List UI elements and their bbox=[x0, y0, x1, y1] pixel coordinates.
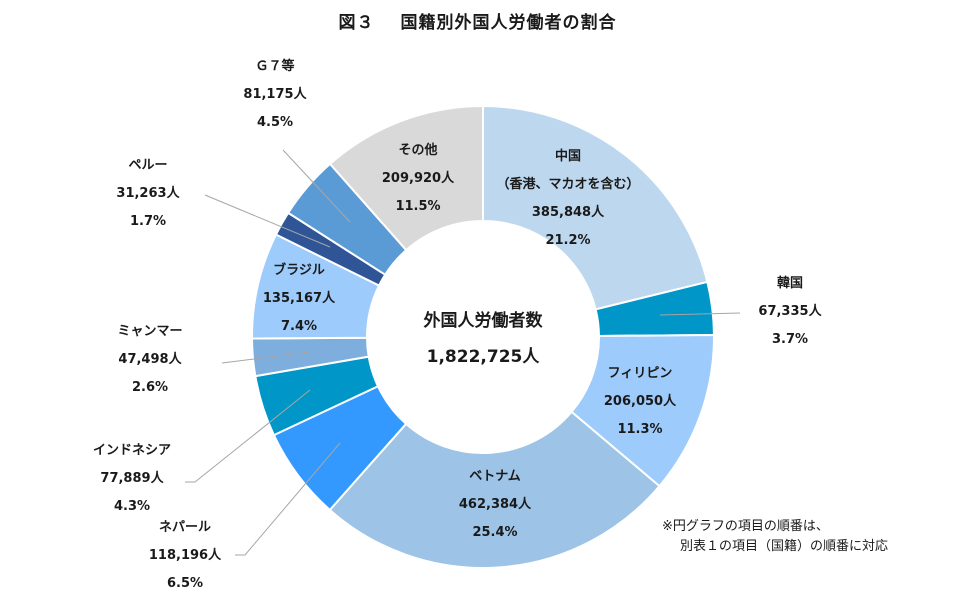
slice-label-name: ペルー bbox=[128, 158, 167, 173]
center-total-value: 1,822,725人 bbox=[427, 347, 541, 367]
slice-label-name: ネパール bbox=[159, 520, 211, 535]
slice-label-value: 209,920人 bbox=[382, 170, 455, 186]
slice-label-sub: （香港、マカオを含む） bbox=[496, 176, 639, 192]
figure-title-text: 国籍別外国人労働者の割合 bbox=[400, 13, 617, 33]
slice-label-name: ベトナム bbox=[469, 469, 521, 484]
slice-label-name: インドネシア bbox=[93, 443, 171, 458]
slice-label-value: 118,196人 bbox=[149, 547, 222, 563]
slice-label-percent: 4.5% bbox=[257, 115, 293, 130]
slice-label-value: 31,263人 bbox=[116, 185, 180, 201]
leader-line-インドネシア bbox=[185, 389, 311, 483]
slice-label-name: Ｇ７等 bbox=[255, 58, 294, 74]
slice-label-name: ブラジル bbox=[273, 262, 325, 278]
slice-label-percent: 1.7% bbox=[130, 214, 166, 229]
slice-label-value: 385,848人 bbox=[532, 204, 605, 220]
slice-label-name: 中国 bbox=[555, 148, 581, 164]
slice-label-percent: 7.4% bbox=[281, 319, 317, 334]
slice-label-percent: 3.7% bbox=[772, 332, 808, 347]
slice-label-percent: 21.2% bbox=[545, 233, 590, 248]
slice-label-value: 77,889人 bbox=[100, 470, 164, 486]
chart-title: 図３ 国籍別外国人労働者の割合 bbox=[0, 8, 955, 33]
slice-label-value: 462,384人 bbox=[459, 496, 532, 512]
slice-label-value: 135,167人 bbox=[263, 290, 336, 306]
slice-label-name: 韓国 bbox=[777, 275, 803, 291]
slice-label-percent: 11.3% bbox=[617, 422, 662, 437]
leader-lines-group bbox=[185, 149, 741, 556]
slice-label-name: その他 bbox=[398, 142, 437, 158]
footnote-line-2: 別表１の項目（国籍）の順番に対応 bbox=[680, 539, 889, 554]
leader-line-韓国 bbox=[659, 312, 741, 316]
slice-label-value: 67,335人 bbox=[758, 303, 822, 319]
figure-number: 図３ bbox=[338, 13, 375, 33]
slice-ベトナム bbox=[328, 410, 661, 569]
slice-label-value: 47,498人 bbox=[118, 351, 182, 367]
leader-line-ミャンマー bbox=[221, 351, 311, 364]
slice-label-percent: 11.5% bbox=[395, 199, 440, 214]
slice-その他 bbox=[328, 104, 484, 252]
slice-label-percent: 4.3% bbox=[114, 499, 150, 514]
leader-line-ペルー bbox=[204, 194, 331, 248]
slice-label-percent: 2.6% bbox=[132, 380, 168, 395]
slice-label-value: 81,175人 bbox=[243, 86, 307, 102]
slice-labels-group: 中国 （香港、マカオを含む） 385,848人 21.2% 韓国 67,335人 3.7% フ… bbox=[93, 58, 823, 591]
footnote: ※円グラフの項目の順番は、 別表１の項目（国籍）の順番に対応 bbox=[662, 517, 888, 557]
leader-line-ネパール bbox=[235, 442, 341, 556]
slice-中国 bbox=[482, 104, 709, 311]
slice-label-name: ミャンマー bbox=[117, 324, 182, 339]
slice-label-percent: 25.4% bbox=[472, 525, 517, 540]
center-total-label: 外国人労働者数 bbox=[424, 310, 544, 331]
footnote-line-1: ※円グラフの項目の順番は、 bbox=[662, 519, 829, 534]
leader-line-等 bbox=[282, 149, 351, 223]
slice-label-percent: 6.5% bbox=[167, 576, 203, 591]
slices-group bbox=[250, 104, 715, 569]
slice-label-value: 206,050人 bbox=[604, 393, 677, 409]
slice-label-name: フィリピン bbox=[608, 366, 673, 381]
